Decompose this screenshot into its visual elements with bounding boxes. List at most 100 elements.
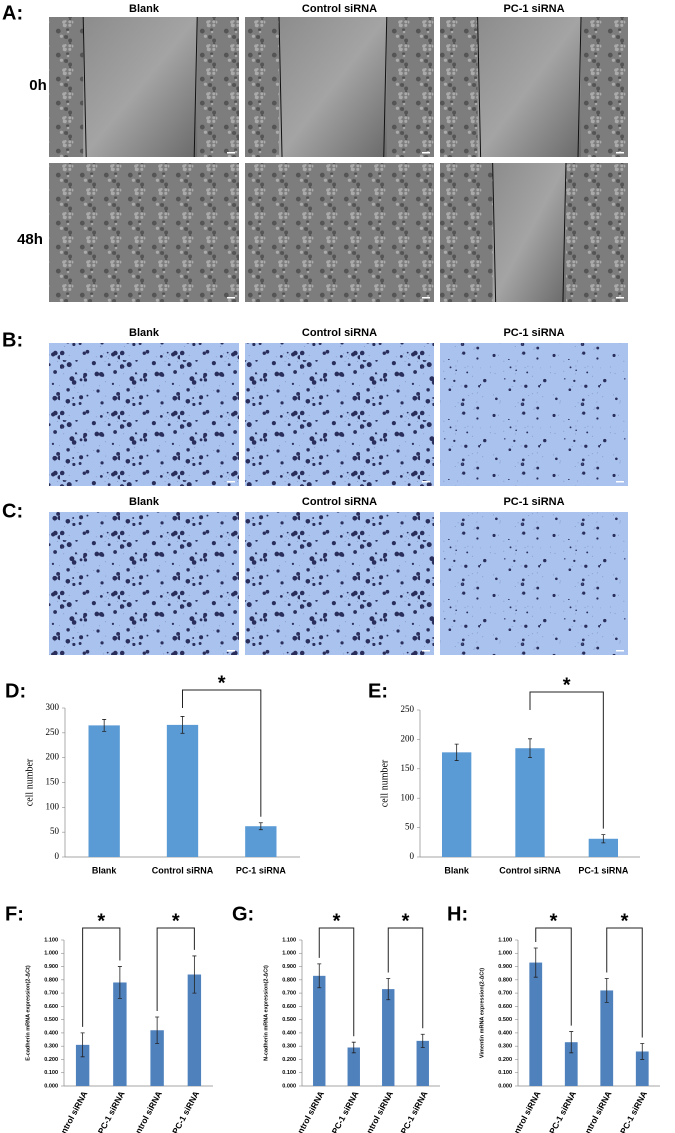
bar xyxy=(166,724,199,857)
column-header: PC-1 siRNA xyxy=(503,3,564,15)
y-tick-label: 0.600 xyxy=(44,1004,58,1010)
panel-label: G: xyxy=(232,903,254,925)
y-tick-label: 0.000 xyxy=(282,1083,296,1089)
significance-bracket xyxy=(387,927,424,1029)
column-header: Control siRNA xyxy=(302,3,377,15)
scale-bar xyxy=(227,152,235,154)
significance-bracket xyxy=(82,927,121,1027)
significance-label: * xyxy=(402,910,410,932)
micrograph xyxy=(245,163,434,302)
column-header: PC-1 siRNA xyxy=(503,496,564,508)
wound-edge xyxy=(193,16,198,158)
scale-bar xyxy=(422,650,430,652)
error-bar xyxy=(258,822,263,831)
bar xyxy=(150,1030,164,1086)
x-tick-label: A2780 control siRNA xyxy=(278,1089,326,1133)
column-header: Blank xyxy=(129,327,160,339)
panel-label: F: xyxy=(5,903,24,925)
significance-bracket xyxy=(535,927,572,1026)
y-axis-label: cell number xyxy=(24,758,35,806)
bar xyxy=(347,1047,360,1086)
y-tick-label: 0 xyxy=(410,851,415,861)
error-bar xyxy=(317,963,322,989)
significance-bracket xyxy=(318,927,355,1037)
panel-label: H: xyxy=(447,903,468,925)
x-tick-label: Blank xyxy=(444,865,470,875)
y-tick-label: 0.300 xyxy=(282,1044,296,1050)
bar xyxy=(529,962,543,1086)
bar xyxy=(515,748,545,857)
y-tick-label: 150 xyxy=(46,777,60,787)
wound-edge xyxy=(492,162,497,303)
wound-edge xyxy=(562,162,567,303)
y-tick-label: 0.200 xyxy=(282,1057,296,1063)
significance-label: * xyxy=(97,910,105,932)
y-tick-label: 0.900 xyxy=(498,964,512,970)
scale-bar xyxy=(422,152,430,154)
y-tick-label: 0.800 xyxy=(44,977,58,983)
y-tick-label: 0.900 xyxy=(282,964,296,970)
significance-label: * xyxy=(218,672,226,694)
y-axis-label: N-cadherin mRNA expression(2-ΔCt) xyxy=(263,965,269,1061)
y-tick-label: 0.700 xyxy=(498,991,512,997)
scale-bar xyxy=(616,650,624,652)
error-bar xyxy=(454,743,459,761)
y-tick-label: 250 xyxy=(401,704,415,714)
bar xyxy=(635,1051,649,1086)
y-tick-label: 0.700 xyxy=(282,991,296,997)
y-tick-label: 0.300 xyxy=(44,1044,58,1050)
y-tick-label: 50 xyxy=(50,826,60,836)
column-header: Control siRNA xyxy=(302,327,377,339)
y-tick-label: 0.900 xyxy=(44,964,58,970)
wound-edge xyxy=(82,16,87,158)
micrograph xyxy=(440,343,628,486)
error-bar xyxy=(386,978,391,1001)
micrograph xyxy=(245,343,434,486)
y-tick-label: 150 xyxy=(401,763,415,773)
y-axis-label: cell number xyxy=(379,759,390,807)
x-tick-label: A2780 control siRNA xyxy=(494,1089,542,1133)
error-bar xyxy=(601,834,606,844)
y-tick-label: 0.100 xyxy=(44,1070,58,1076)
bar xyxy=(187,974,202,1086)
panel-label: B: xyxy=(2,329,23,351)
y-tick-label: 200 xyxy=(401,733,415,743)
row-header: 0h xyxy=(29,77,47,94)
y-tick-label: 0.700 xyxy=(44,991,58,997)
y-tick-label: 1.100 xyxy=(282,937,296,943)
x-tick-label: PC-1 siRNA xyxy=(236,865,287,875)
y-tick-label: 1.000 xyxy=(498,951,512,957)
y-tick-label: 0.200 xyxy=(44,1057,58,1063)
y-tick-label: 0.500 xyxy=(44,1017,58,1023)
y-axis-label: E-cadherin mRNA expression(2-ΔCt) xyxy=(25,965,31,1061)
micrograph xyxy=(49,343,239,486)
wound-area xyxy=(477,17,581,157)
scale-bar xyxy=(227,650,235,652)
error-bar xyxy=(117,966,122,999)
bar xyxy=(382,989,395,1086)
x-tick-label: Control siRNA xyxy=(152,865,214,875)
bar xyxy=(313,975,326,1086)
bar xyxy=(113,982,127,1086)
error-bar xyxy=(102,719,107,732)
error-bar xyxy=(533,947,538,978)
significance-bracket xyxy=(606,927,643,1038)
y-tick-label: 0.500 xyxy=(498,1017,512,1023)
error-bar xyxy=(155,1016,160,1044)
significance-bracket xyxy=(182,689,262,817)
wound-edge xyxy=(477,16,482,158)
y-tick-label: 200 xyxy=(46,752,60,762)
column-header: Control siRNA xyxy=(302,496,377,508)
bar xyxy=(245,826,277,857)
significance-label: * xyxy=(563,674,571,696)
y-tick-label: 250 xyxy=(46,727,60,737)
error-bar xyxy=(180,716,185,734)
y-tick-label: 0.500 xyxy=(282,1017,296,1023)
y-tick-label: 0.400 xyxy=(282,1030,296,1036)
wound-edge xyxy=(278,16,283,158)
error-bar xyxy=(528,738,532,759)
x-tick-label: A2780 control siRNA xyxy=(41,1089,89,1133)
y-tick-label: 0.400 xyxy=(498,1030,512,1036)
significance-label: * xyxy=(621,910,629,932)
